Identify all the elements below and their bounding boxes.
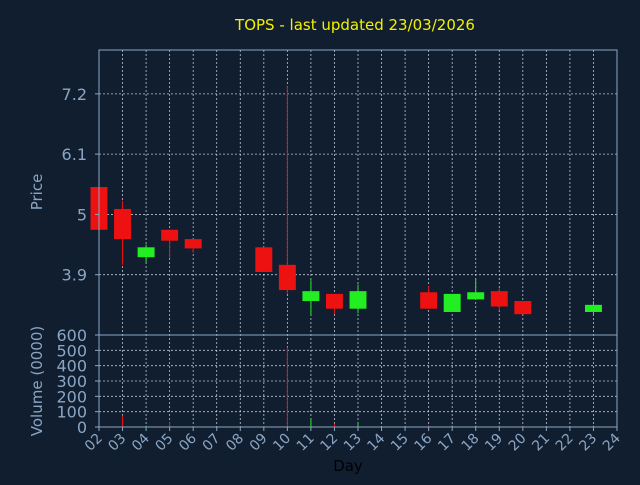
x-tick-label: 23 [576, 431, 600, 455]
marks-layer [90, 85, 602, 427]
candle-body [490, 291, 508, 307]
x-axis-label: Day [333, 457, 363, 475]
x-tick-label: 08 [223, 431, 247, 455]
candle-body [184, 239, 202, 249]
candle-body [349, 291, 367, 309]
price-axis-label: Price [28, 174, 46, 211]
candle-body [161, 229, 179, 241]
candle-body [467, 292, 485, 300]
x-tick-label: 03 [105, 431, 129, 455]
price-tick-label: 3.9 [62, 266, 87, 285]
candle-body [302, 291, 320, 302]
x-tick-label: 09 [247, 431, 271, 455]
price-tick-label: 6.1 [62, 145, 87, 164]
candle-body [514, 301, 532, 315]
candle-body [278, 264, 296, 291]
volume-tick-label: 500 [56, 341, 87, 360]
volume-tick-label: 400 [56, 357, 87, 376]
x-tick-label: 11 [294, 431, 318, 455]
candle-body [584, 304, 602, 312]
candle-body [137, 247, 155, 258]
volume-tick-label: 600 [56, 326, 87, 345]
volume-tick-label: 200 [56, 387, 87, 406]
x-tick-label: 16 [412, 430, 436, 454]
x-tick-label: 05 [153, 431, 177, 455]
x-tick-label: 04 [129, 430, 153, 454]
x-tick-label: 07 [200, 431, 224, 455]
x-tick-label: 15 [388, 431, 412, 455]
x-tick-label: 22 [553, 431, 577, 455]
x-tick-label: 20 [506, 431, 530, 455]
x-tick-label: 24 [600, 430, 624, 454]
x-tick-label: 17 [435, 431, 459, 455]
x-tick-label: 06 [176, 430, 200, 454]
x-tick-label: 12 [317, 431, 341, 455]
chart-title: TOPS - last updated 23/03/2026 [234, 16, 475, 34]
x-tick-label: 13 [341, 431, 365, 455]
x-tick-label: 19 [482, 431, 506, 455]
volume-axis-label: Volume (0000) [28, 326, 46, 436]
candle-body [114, 208, 132, 240]
volume-tick-label: 300 [56, 372, 87, 391]
price-tick-label: 5 [77, 205, 87, 224]
candle-body [443, 293, 461, 312]
x-tick-label: 18 [459, 431, 483, 455]
price-tick-label: 7.2 [62, 85, 87, 104]
x-tick-label: 21 [529, 431, 553, 455]
x-tick-label: 14 [364, 430, 388, 454]
candle-body [255, 247, 273, 272]
x-tick-label: 10 [270, 431, 294, 455]
candle-body [420, 292, 438, 309]
volume-tick-label: 0 [77, 418, 87, 437]
candle-body [325, 293, 343, 309]
volume-tick-label: 100 [56, 403, 87, 422]
